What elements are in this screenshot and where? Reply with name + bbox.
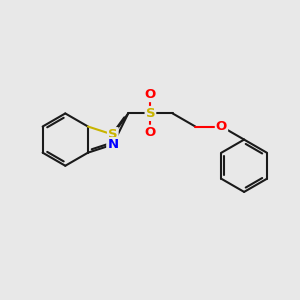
Text: O: O (145, 88, 156, 101)
Text: O: O (216, 120, 227, 133)
Text: O: O (145, 126, 156, 139)
Text: S: S (108, 128, 118, 141)
Text: S: S (146, 107, 155, 120)
Text: N: N (107, 138, 118, 151)
